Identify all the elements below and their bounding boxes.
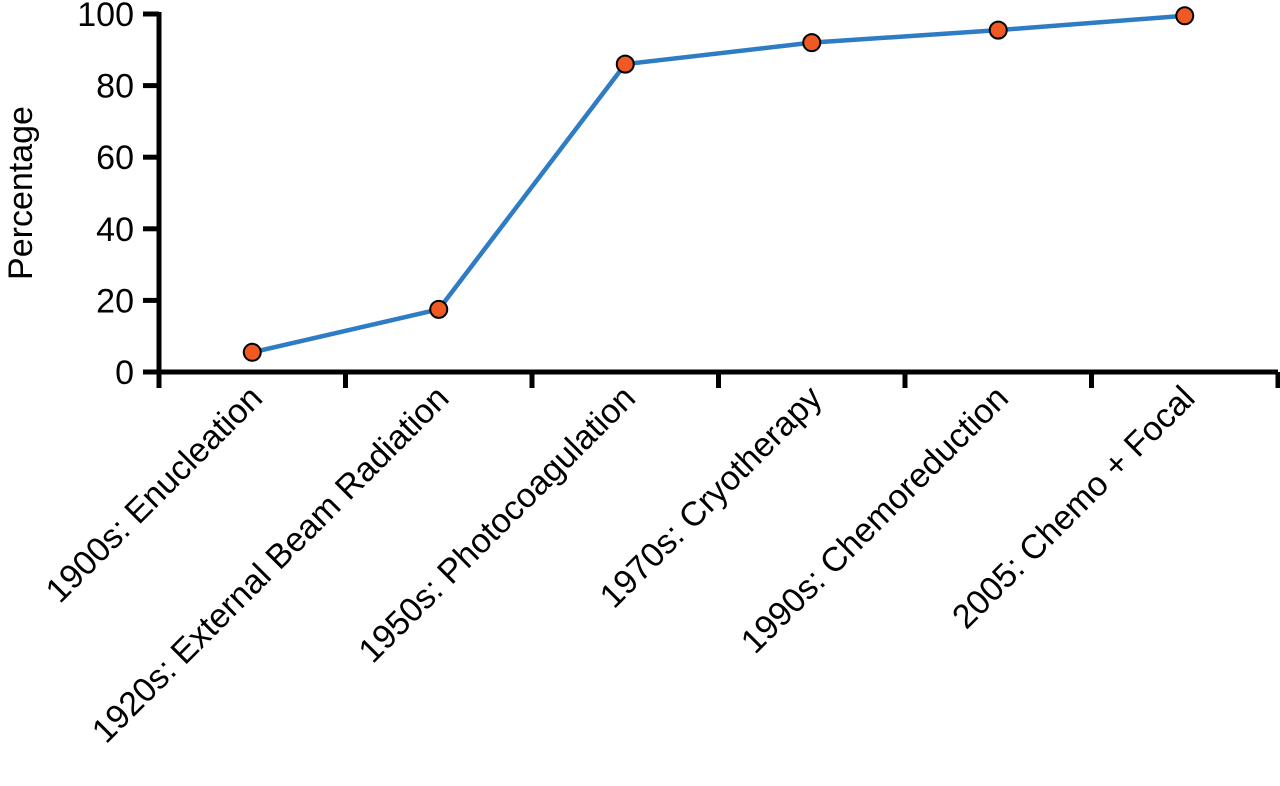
data-point [429,299,449,319]
y-axis-label: Percentage [2,106,40,280]
y-tick-label: 20 [96,282,134,320]
x-tick-label: 1920s: External Beam Radiation [85,379,457,751]
data-point [802,33,822,53]
series-line [251,13,1185,355]
y-tick-label: 100 [77,0,134,34]
y-tick-label: 40 [96,211,134,249]
data-point [1175,6,1195,26]
y-tick-label: 60 [96,139,134,177]
y-tick-label: 0 [115,354,134,392]
data-point [615,54,635,74]
series [242,6,1195,362]
data-point [242,342,262,362]
y-axis-ticks: 0 20 40 60 80 100 [77,0,159,392]
y-tick-label: 80 [96,68,134,106]
axes [143,12,1278,386]
data-point [988,20,1008,40]
